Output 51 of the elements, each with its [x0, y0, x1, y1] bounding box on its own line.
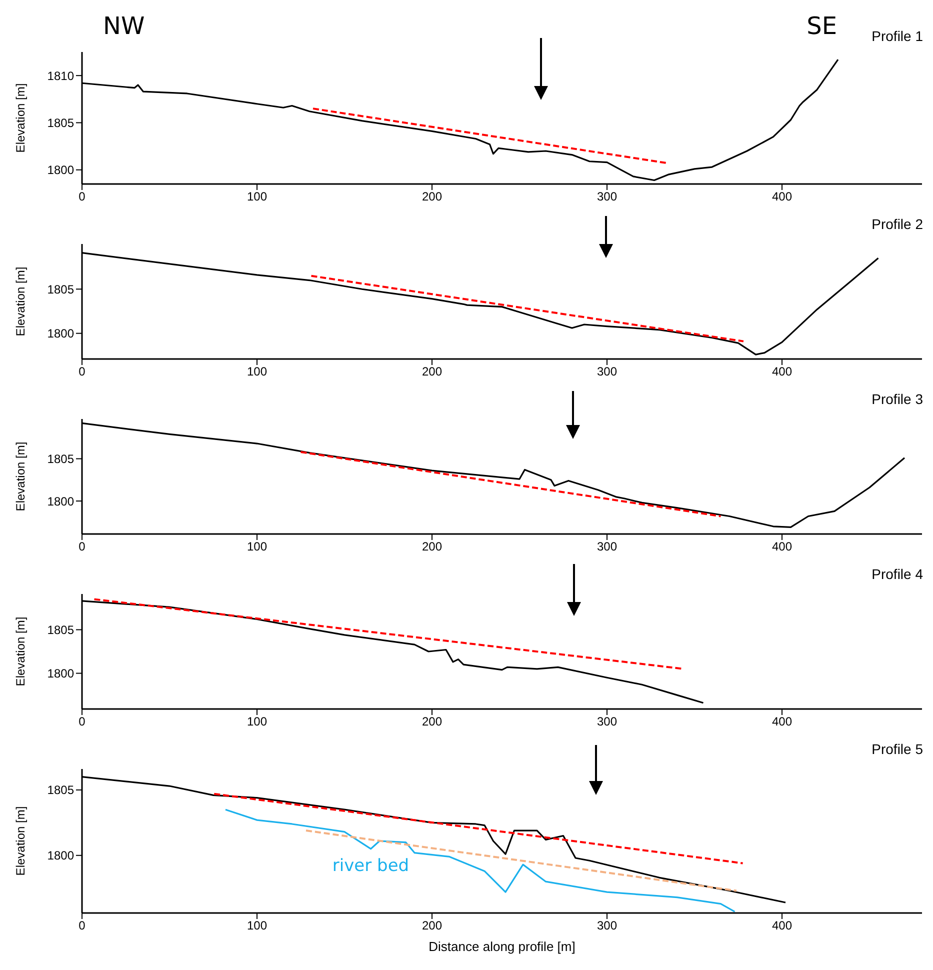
y-tick-label: 1805: [47, 622, 74, 637]
x-tick-label: 0: [78, 918, 86, 933]
x-tick-label: 400: [772, 364, 792, 379]
y-tick-label: 1800: [47, 666, 74, 681]
y-tick-label: 1805: [47, 282, 74, 296]
chart-title: Profile 1: [872, 28, 923, 44]
x-tick-label: 100: [246, 540, 268, 554]
x-tick-label: 300: [596, 714, 618, 729]
y-tick-label: 1805: [47, 783, 74, 798]
y-tick-label: 1805: [47, 452, 74, 466]
y-axis-title: Elevation [m]: [13, 806, 28, 876]
text: SE: [806, 12, 837, 40]
chart-title: Profile 4: [872, 566, 923, 582]
x-tick-label: 0: [78, 364, 86, 379]
y-tick-label: 1800: [47, 494, 74, 508]
x-tick-label: 100: [246, 918, 268, 933]
x-tick-label: 100: [246, 364, 268, 379]
x-tick-label: 400: [772, 918, 792, 933]
x-tick-label: 200: [422, 190, 442, 204]
x-axis-title: Distance along profile [m]: [428, 939, 576, 954]
x-tick-label: 200: [422, 364, 442, 379]
x-tick-label: 100: [246, 714, 268, 729]
x-tick-label: 300: [596, 364, 618, 379]
chart-title: Profile 3: [872, 391, 923, 407]
y-tick-label: 1810: [47, 68, 74, 83]
x-tick-label: 400: [772, 540, 792, 554]
x-tick-label: 100: [246, 190, 268, 204]
y-axis-title: Elevation [m]: [13, 442, 28, 512]
y-axis-title: Elevation [m]: [13, 266, 28, 336]
x-tick-label: 0: [78, 540, 86, 554]
y-tick-label: 1800: [47, 326, 74, 341]
y-axis-title: Elevation [m]: [13, 616, 28, 686]
x-tick-label: 400: [772, 190, 792, 204]
series-label: river bed: [332, 856, 410, 876]
x-tick-label: 0: [78, 714, 86, 729]
y-tick-label: 1805: [47, 116, 74, 130]
x-tick-label: 200: [422, 540, 442, 554]
x-tick-label: 0: [78, 190, 86, 204]
x-tick-label: 300: [596, 918, 618, 933]
line-series: [224, 808, 736, 912]
y-tick-label: 1800: [47, 848, 74, 863]
x-tick-label: 200: [422, 714, 442, 729]
x-tick-label: 400: [772, 714, 792, 729]
x-tick-label: 200: [422, 918, 442, 933]
x-tick-label: 300: [596, 190, 618, 204]
chart-title: Profile 2: [872, 216, 923, 232]
y-axis-title: Elevation [m]: [13, 83, 28, 153]
text: NW: [103, 12, 145, 40]
y-tick-label: 1800: [47, 163, 74, 178]
x-tick-label: 300: [596, 540, 618, 554]
chart-title: Profile 5: [872, 741, 923, 757]
